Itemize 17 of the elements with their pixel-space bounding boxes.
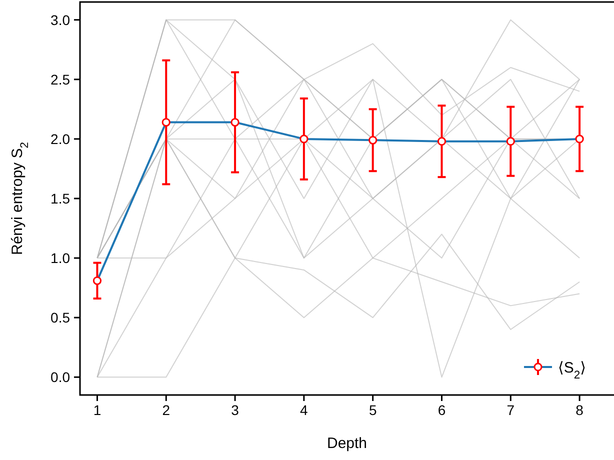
x-tick-label: 4: [300, 402, 308, 418]
x-tick-label: 1: [93, 402, 102, 418]
legend-label: ⟨S$_{2}$⟩: [558, 359, 586, 382]
y-tick-label: 1.0: [50, 250, 70, 266]
x-axis-title: Depth: [326, 435, 368, 452]
y-tick-label: 2.0: [50, 130, 70, 147]
y-tick-label: 0.0: [50, 369, 70, 386]
y-tick-label: 2.5: [50, 71, 70, 88]
y-tick-label: 0.5: [50, 309, 70, 326]
x-tick-label: 8: [576, 402, 584, 418]
x-tick-label: 3: [231, 402, 240, 418]
x-tick-label: 6: [438, 402, 446, 418]
x-tick-label: 2: [162, 402, 170, 418]
y-tick-label: 1.5: [50, 190, 70, 206]
y-tick-label: 3.0: [50, 12, 70, 28]
x-tick-label: 5: [368, 402, 377, 418]
x-tick-label: 7: [506, 402, 515, 418]
